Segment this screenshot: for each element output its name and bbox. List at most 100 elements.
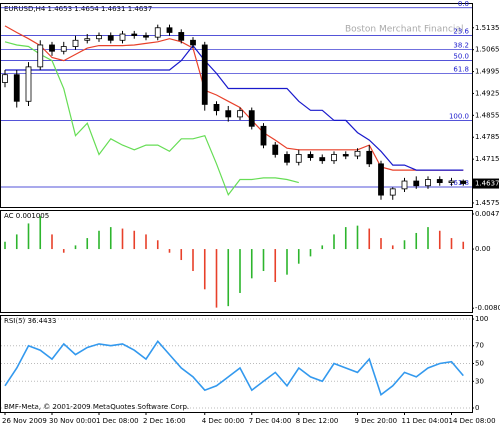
ac-bar	[133, 230, 136, 250]
fib-label: 38.2	[453, 42, 469, 50]
ac-bar	[4, 241, 6, 250]
ac-bar	[39, 216, 42, 250]
candle-body	[319, 157, 326, 162]
ac-bar	[121, 228, 124, 250]
candle-body	[284, 154, 290, 163]
ac-bar	[286, 249, 288, 275]
y-tick-label: 1.4785	[475, 133, 500, 141]
candle-body	[131, 33, 138, 36]
ac-panel	[0, 210, 473, 313]
candle-body	[237, 110, 243, 118]
x-tick-label: 2 Dec 16:00	[143, 417, 186, 425]
ac-bar	[109, 227, 112, 250]
y-tick-label: 0.004794	[475, 210, 500, 218]
y-tick-label: 0	[475, 404, 479, 412]
ac-bar	[239, 249, 241, 293]
chart-title: EURUSD,H4 1.4653 1.4654 1.4631 1.4637	[4, 5, 152, 13]
ac-bar	[380, 238, 382, 250]
candle-body	[37, 44, 44, 68]
candle-body	[401, 180, 408, 190]
ac-bar	[15, 234, 18, 250]
main-panel	[0, 3, 473, 208]
y-tick-label: 1.4575	[475, 199, 500, 207]
x-tick-label: 4 Dec 00:00	[202, 417, 245, 425]
x-tick-label: 30 Nov 00:00	[49, 417, 96, 425]
indicator-line	[5, 44, 464, 171]
ac-bar	[297, 249, 300, 264]
ac-bar	[391, 245, 394, 250]
candle-body	[307, 154, 314, 158]
price-label: 1.4637	[475, 180, 500, 188]
ac-bar	[86, 238, 89, 250]
ac-bar	[156, 240, 159, 250]
ac-bar	[192, 249, 194, 272]
candle-body	[225, 110, 232, 118]
ac-bar	[415, 232, 418, 250]
y-tick-label: -0.00808	[475, 304, 500, 312]
ac-bar	[168, 249, 171, 253]
candle-body	[190, 39, 196, 46]
y-tick-label: 1.5135	[475, 24, 500, 32]
y-tick-label: 1.4855	[475, 111, 500, 119]
indicator-line	[4, 41, 299, 197]
y-tick-label: 1.5065	[475, 46, 500, 54]
x-tick-label: 1 Dec 08:00	[96, 417, 139, 425]
ac-bar	[98, 230, 100, 250]
candle-body	[260, 125, 267, 146]
y-tick-label: 0.00	[475, 245, 491, 253]
ac-bar	[180, 249, 183, 261]
fib-label: 161.8	[449, 179, 469, 187]
candle-body	[49, 44, 55, 52]
candle-body	[272, 144, 279, 155]
ac-bar	[450, 238, 453, 250]
candle-body	[119, 33, 126, 41]
ac-bar	[62, 249, 65, 253]
indicator-line	[4, 25, 464, 171]
y-tick-label: 70	[475, 342, 484, 350]
y-tick-label: 30	[475, 377, 484, 385]
ac-bar	[368, 228, 371, 250]
fib-label: 50.0	[453, 53, 469, 61]
candle-body	[84, 38, 91, 41]
candle-body	[2, 74, 8, 83]
fib-label: 23.6	[453, 28, 469, 36]
ac-bar	[227, 249, 230, 307]
candle-body	[413, 180, 420, 187]
rsi-line	[4, 339, 464, 397]
x-tick-label: 7 Dec 04:00	[249, 417, 292, 425]
x-tick-label: 8 Dec 12:00	[296, 417, 339, 425]
ac-bar	[356, 225, 359, 250]
candle-body	[143, 35, 149, 38]
candle-body	[378, 163, 384, 196]
ac-bar	[427, 227, 429, 250]
candle-body	[331, 154, 337, 162]
candle-body	[448, 180, 455, 184]
candle-body	[107, 35, 114, 41]
candle-body	[201, 44, 208, 105]
candle-body	[354, 150, 361, 157]
candle-body	[425, 179, 431, 187]
candle-body	[366, 150, 373, 165]
candle-body	[213, 104, 220, 112]
candle-body	[96, 35, 102, 40]
ac-bar	[462, 241, 465, 250]
x-tick-label: 14 Dec 08:00	[449, 417, 496, 425]
ac-bar	[203, 249, 206, 290]
ac-bar	[333, 234, 335, 250]
ac-bar	[250, 249, 253, 279]
candle-body	[166, 27, 173, 33]
candle-body	[60, 46, 67, 52]
x-tick-label: 11 Dec 04:00	[402, 417, 449, 425]
candle-body	[389, 188, 396, 196]
ac-bar	[274, 249, 277, 282]
ac-title: AC 0.001005	[4, 212, 49, 220]
fib-label: 61.8	[453, 65, 469, 73]
candle-body	[25, 66, 32, 102]
candle-body	[178, 32, 185, 41]
fib-label: 0.0	[458, 0, 469, 8]
y-tick-label: 1.4925	[475, 89, 500, 97]
y-tick-label: 1.4715	[475, 155, 500, 163]
fib-label: 100.0	[449, 112, 469, 120]
